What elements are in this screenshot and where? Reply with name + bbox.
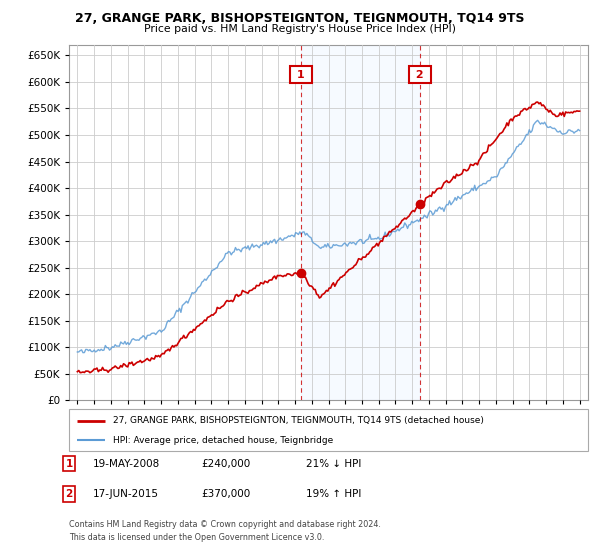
Text: 1: 1 [65,459,73,469]
Text: HPI: Average price, detached house, Teignbridge: HPI: Average price, detached house, Teig… [113,436,334,445]
Text: 2: 2 [65,489,73,499]
Text: £240,000: £240,000 [201,459,250,469]
Text: £370,000: £370,000 [201,489,250,499]
Text: 1: 1 [293,69,309,80]
Text: Price paid vs. HM Land Registry's House Price Index (HPI): Price paid vs. HM Land Registry's House … [144,24,456,34]
Text: 2: 2 [412,69,428,80]
Text: 27, GRANGE PARK, BISHOPSTEIGNTON, TEIGNMOUTH, TQ14 9TS (detached house): 27, GRANGE PARK, BISHOPSTEIGNTON, TEIGNM… [113,416,484,425]
Bar [301,45,420,400]
Text: 21% ↓ HPI: 21% ↓ HPI [306,459,361,469]
Text: 19% ↑ HPI: 19% ↑ HPI [306,489,361,499]
Text: 17-JUN-2015: 17-JUN-2015 [93,489,159,499]
Text: This data is licensed under the Open Government Licence v3.0.: This data is licensed under the Open Gov… [69,533,325,542]
FancyBboxPatch shape [69,409,588,451]
Text: 19-MAY-2008: 19-MAY-2008 [93,459,160,469]
Text: 27, GRANGE PARK, BISHOPSTEIGNTON, TEIGNMOUTH, TQ14 9TS: 27, GRANGE PARK, BISHOPSTEIGNTON, TEIGNM… [75,12,525,25]
Text: Contains HM Land Registry data © Crown copyright and database right 2024.: Contains HM Land Registry data © Crown c… [69,520,381,529]
